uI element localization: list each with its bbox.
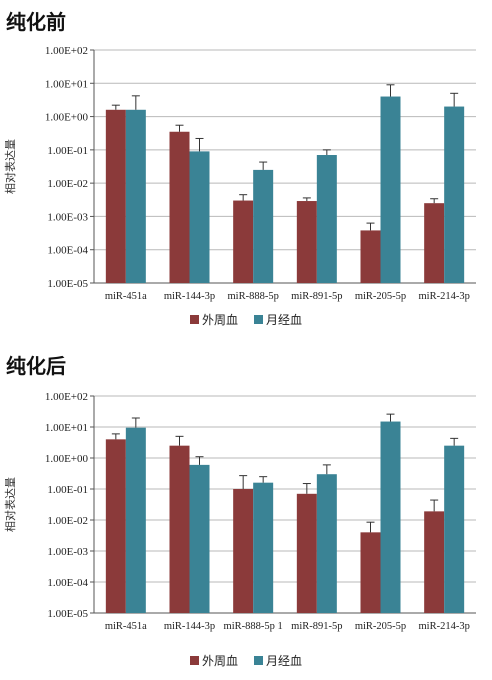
y-axis-label: 相对表达量 bbox=[3, 139, 17, 194]
legend-swatch-peripheral-blood bbox=[190, 315, 199, 324]
y-tick-label: 1.00E-01 bbox=[47, 145, 88, 157]
bar bbox=[253, 169, 274, 283]
y-tick-label: 1.00E-01 bbox=[47, 484, 88, 496]
y-tick-label: 1.00E-05 bbox=[47, 608, 88, 620]
category-label: miR-144-3p bbox=[164, 621, 215, 632]
y-tick-label: 1.00E+00 bbox=[45, 112, 89, 124]
category-label: miR-205-5p bbox=[355, 621, 406, 632]
category-label: miR-214-3p bbox=[418, 621, 469, 632]
category-label: miR-205-5p bbox=[355, 291, 406, 302]
legend-swatch-menstrual-blood bbox=[254, 656, 263, 665]
bar bbox=[105, 109, 126, 283]
y-tick-label: 1.00E-05 bbox=[47, 278, 88, 290]
category-label: miR-888-5p 1 bbox=[224, 621, 283, 632]
bar bbox=[424, 203, 445, 283]
y-tick-label: 1.00E+02 bbox=[45, 45, 88, 57]
legend-swatch-peripheral-blood bbox=[190, 656, 199, 665]
bar bbox=[444, 106, 465, 284]
y-axis-label: 相对表达量 bbox=[3, 477, 17, 532]
bar bbox=[253, 482, 274, 613]
y-tick-label: 1.00E+00 bbox=[45, 453, 89, 465]
bar bbox=[189, 151, 210, 283]
bar bbox=[233, 489, 254, 613]
bar bbox=[316, 155, 337, 283]
y-tick-label: 1.00E-02 bbox=[47, 178, 88, 190]
y-tick-label: 1.00E-02 bbox=[47, 515, 88, 527]
bar bbox=[380, 421, 401, 613]
y-tick-label: 1.00E-04 bbox=[47, 577, 88, 589]
bar bbox=[424, 511, 445, 613]
y-tick-label: 1.00E+02 bbox=[45, 391, 88, 403]
y-tick-label: 1.00E-03 bbox=[47, 546, 88, 558]
chart-title-before: 纯化前 bbox=[6, 10, 66, 34]
chart-title-after: 纯化后 bbox=[6, 354, 66, 378]
bar bbox=[360, 532, 381, 613]
category-label: miR-214-3p bbox=[418, 291, 469, 302]
y-tick-label: 1.00E-04 bbox=[47, 245, 88, 257]
bar bbox=[169, 131, 190, 283]
y-tick-label: 1.00E+01 bbox=[45, 78, 88, 90]
chart-after-purification: 1.00E-05 1.00E-04 1.00E-03 1.00E-02 1.00E-01… bbox=[3, 391, 476, 668]
legend-label-peripheral-blood: 外周血 bbox=[202, 313, 238, 327]
chart-before-purification: 1.00E-05 1.00E-04 1.00E-03 1.00E-02 1.00E-01… bbox=[3, 45, 476, 327]
category-label: miR-891-5p bbox=[291, 621, 342, 632]
bar bbox=[105, 439, 126, 613]
bar bbox=[125, 109, 146, 283]
bar bbox=[233, 200, 254, 283]
bar bbox=[316, 474, 337, 613]
bar bbox=[380, 96, 401, 283]
y-tick-label: 1.00E-03 bbox=[47, 211, 88, 223]
bar bbox=[189, 464, 210, 613]
bar bbox=[125, 427, 146, 613]
category-label: miR-451a bbox=[105, 291, 147, 302]
category-label: miR-891-5p bbox=[291, 291, 342, 302]
legend-label-menstrual-blood: 月经血 bbox=[266, 313, 302, 327]
bar bbox=[360, 230, 381, 283]
legend-swatch-menstrual-blood bbox=[254, 315, 263, 324]
legend-label-menstrual-blood: 月经血 bbox=[266, 654, 302, 668]
category-label: miR-888-5p bbox=[227, 291, 278, 302]
category-label: miR-451a bbox=[105, 621, 147, 632]
category-label: miR-144-3p bbox=[164, 291, 215, 302]
bar bbox=[444, 445, 465, 613]
bar bbox=[169, 445, 190, 613]
y-tick-label: 1.00E+01 bbox=[45, 422, 88, 434]
bar bbox=[296, 493, 317, 613]
bar bbox=[296, 201, 317, 283]
legend-label-peripheral-blood: 外周血 bbox=[202, 654, 238, 668]
